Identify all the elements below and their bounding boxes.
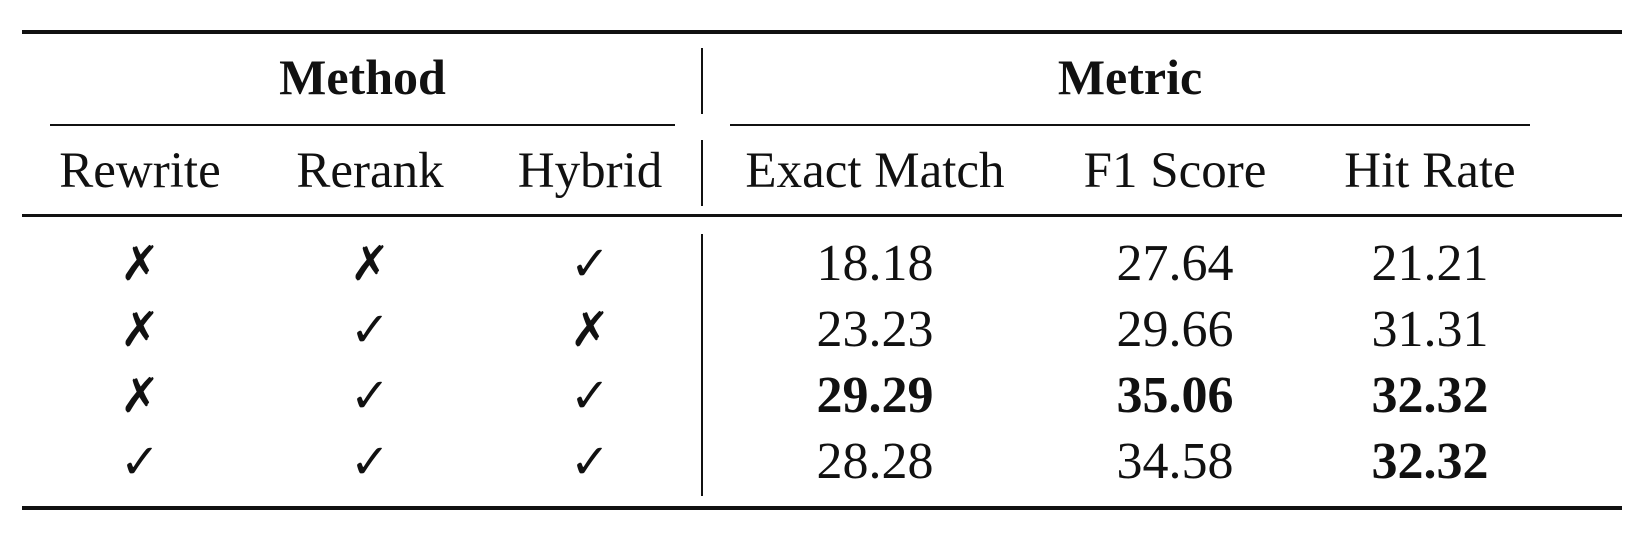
row-2-hybrid-mark: ✗: [569, 302, 611, 358]
row-1-f1-score: 27.64: [1116, 235, 1234, 292]
row-2-exact-match: 23.23: [816, 301, 934, 358]
row-2-rewrite-mark: ✗: [119, 302, 161, 358]
header-vertical-separator: [701, 48, 703, 114]
row-3-exact-match: 29.29: [816, 367, 934, 424]
column-header-exact-match: Exact Match: [745, 143, 1005, 199]
column-header-rerank: Rerank: [296, 143, 444, 199]
row-4-hybrid-mark: ✓: [569, 434, 611, 490]
column-header-hit-rate: Hit Rate: [1344, 143, 1516, 199]
row-4-rerank-mark: ✓: [349, 434, 391, 490]
mid-rule: [22, 214, 1622, 217]
row-3-rerank-mark: ✓: [349, 368, 391, 424]
row-1-hybrid-mark: ✓: [569, 236, 611, 292]
top-rule: [22, 30, 1622, 34]
bottom-rule: [22, 506, 1622, 510]
row-4-exact-match: 28.28: [816, 433, 934, 490]
row-1-hit-rate: 21.21: [1371, 235, 1489, 292]
row-1-rerank-mark: ✗: [349, 236, 391, 292]
group-header-method: Method: [279, 49, 446, 105]
column-header-hybrid: Hybrid: [517, 143, 663, 199]
row-2-rerank-mark: ✓: [349, 302, 391, 358]
row-3-hybrid-mark: ✓: [569, 368, 611, 424]
row-2-f1-score: 29.66: [1116, 301, 1234, 358]
row-4-rewrite-mark: ✓: [119, 434, 161, 490]
row-2-hit-rate: 31.31: [1371, 301, 1489, 358]
row-3-f1-score: 35.06: [1116, 367, 1234, 424]
row-1-rewrite-mark: ✗: [119, 236, 161, 292]
row-4-hit-rate: 32.32: [1371, 433, 1489, 490]
column-header-vertical-separator: [701, 140, 703, 206]
method-group-rule: [50, 124, 675, 126]
column-header-rewrite: Rewrite: [59, 143, 221, 199]
row-1-exact-match: 18.18: [816, 235, 934, 292]
row-3-hit-rate: 32.32: [1371, 367, 1489, 424]
group-header-metric: Metric: [1057, 49, 1203, 105]
body-vertical-separator: [701, 234, 703, 496]
metric-group-rule: [730, 124, 1530, 126]
row-3-rewrite-mark: ✗: [119, 368, 161, 424]
column-header-f1-score: F1 Score: [1083, 143, 1267, 199]
row-4-f1-score: 34.58: [1116, 433, 1234, 490]
